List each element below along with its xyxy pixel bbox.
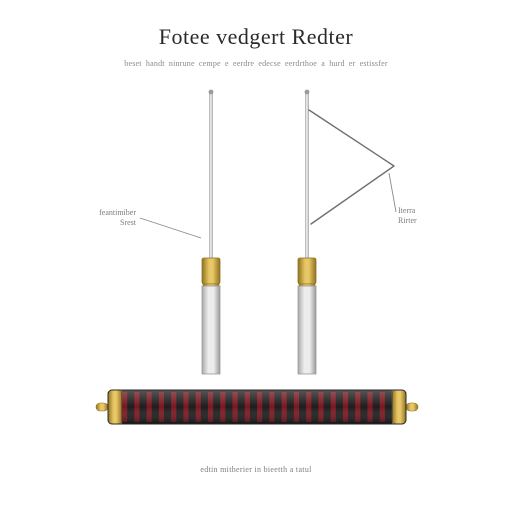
diagram-svg (0, 0, 512, 512)
